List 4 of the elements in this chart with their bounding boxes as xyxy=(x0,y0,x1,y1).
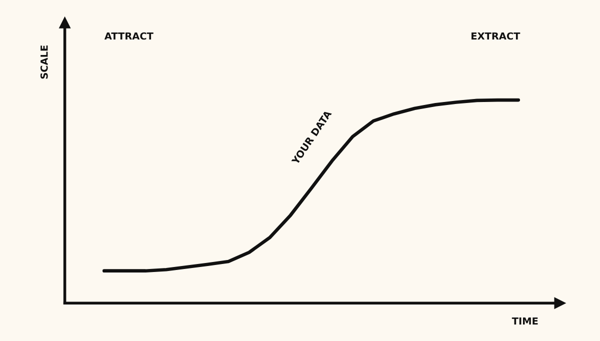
x-axis-title: TIME xyxy=(512,317,538,325)
text: SCALE xyxy=(40,46,48,79)
text: EXTRACT xyxy=(472,32,520,40)
text: ATTRACT xyxy=(104,32,154,40)
